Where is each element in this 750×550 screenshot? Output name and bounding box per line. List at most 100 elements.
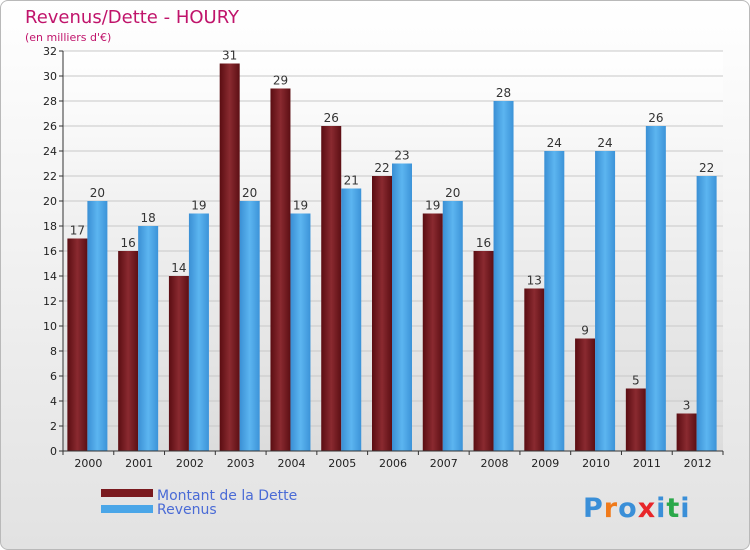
bar-debt: [67, 238, 88, 451]
y-tick-label: 16: [43, 245, 57, 258]
data-label: 20: [445, 186, 460, 200]
x-tick-label: 2009: [531, 457, 559, 470]
y-tick-label: 24: [43, 145, 57, 158]
data-label: 31: [222, 49, 237, 63]
bar-debt: [676, 413, 697, 451]
x-tick-label: 2002: [176, 457, 204, 470]
y-tick-label: 8: [50, 345, 57, 358]
bar-revenus: [239, 201, 260, 451]
x-tick-label: 2008: [481, 457, 509, 470]
data-label: 29: [273, 74, 288, 88]
x-tick-label: 2005: [328, 457, 356, 470]
legend-label-debt: Montant de la Dette: [157, 488, 297, 504]
bar-revenus: [645, 126, 666, 451]
bar-revenus: [290, 213, 311, 451]
x-tick-label: 2010: [582, 457, 610, 470]
data-label: 19: [425, 199, 440, 213]
data-label: 26: [648, 111, 663, 125]
y-tick-label: 6: [50, 370, 57, 383]
logo-letter: o: [618, 493, 638, 524]
y-tick-label: 12: [43, 295, 57, 308]
data-label: 16: [121, 236, 136, 250]
chart-title: Revenus/Dette - HOURY: [25, 7, 240, 28]
bar-debt: [168, 276, 189, 451]
data-label: 22: [374, 161, 389, 175]
bar-revenus: [544, 151, 565, 451]
y-tick-label: 22: [43, 170, 57, 183]
data-label: 21: [344, 174, 359, 188]
data-label: 24: [597, 136, 612, 150]
data-label: 16: [476, 236, 491, 250]
y-tick-label: 32: [43, 45, 57, 58]
y-tick-label: 18: [43, 220, 57, 233]
bar-debt: [118, 251, 139, 451]
data-label: 3: [683, 399, 691, 413]
y-tick-label: 28: [43, 95, 57, 108]
bar-revenus: [341, 188, 362, 451]
y-tick-label: 14: [43, 270, 57, 283]
y-tick-label: 2: [50, 420, 57, 433]
bar-debt: [524, 288, 545, 451]
legend: Montant de la Dette Revenus: [101, 488, 297, 518]
legend-swatch-debt: [101, 489, 153, 497]
bar-revenus: [696, 176, 717, 451]
data-label: 19: [293, 199, 308, 213]
x-tick-label: 2000: [74, 457, 102, 470]
data-label: 13: [527, 274, 542, 288]
logo-letter: x: [638, 493, 656, 524]
data-label: 28: [496, 86, 511, 100]
x-tick-label: 2012: [684, 457, 712, 470]
data-label: 14: [171, 261, 186, 275]
x-tick-label: 2003: [227, 457, 255, 470]
bar-debt: [422, 213, 443, 451]
bar-revenus: [493, 101, 514, 451]
logo-letter: r: [604, 493, 618, 524]
bars-layer: 17 20 16 18 14 19 31 20 29 19 26 21 22 23 19 20 16 28 13 24…: [67, 49, 717, 451]
data-label: 24: [547, 136, 562, 150]
logo-letter: t: [666, 493, 680, 524]
bar-revenus: [595, 151, 616, 451]
data-label: 23: [394, 149, 409, 163]
bar-revenus: [392, 163, 412, 451]
bar-revenus: [87, 201, 108, 451]
proxiti-logo: Proxiti: [583, 493, 691, 524]
y-tick-label: 30: [43, 70, 57, 83]
data-label: 26: [324, 111, 339, 125]
legend-swatch-revenus: [101, 505, 153, 513]
data-label: 9: [581, 324, 589, 338]
logo-letter: i: [656, 493, 666, 524]
x-tick-label: 2004: [277, 457, 305, 470]
y-tick-label: 4: [50, 395, 57, 408]
y-tick-label: 10: [43, 320, 57, 333]
logo-letter: i: [680, 493, 690, 524]
bar-debt: [625, 388, 646, 451]
bar-debt: [321, 126, 342, 451]
bar-revenus: [188, 213, 209, 451]
x-tick-label: 2011: [633, 457, 661, 470]
x-tick-label: 2001: [125, 457, 153, 470]
chart-subtitle: (en milliers d'€): [25, 31, 111, 44]
y-tick-label: 26: [43, 120, 57, 133]
data-label: 20: [90, 186, 105, 200]
bar-debt: [575, 338, 596, 451]
bar-debt: [473, 251, 494, 451]
data-label: 20: [242, 186, 257, 200]
legend-label-revenus: Revenus: [157, 502, 217, 518]
data-label: 17: [70, 224, 85, 238]
data-label: 22: [699, 161, 714, 175]
bar-debt: [219, 63, 240, 451]
bar-debt: [270, 88, 291, 451]
data-label: 5: [632, 374, 640, 388]
y-tick-label: 20: [43, 195, 57, 208]
x-tick-label: 2007: [430, 457, 458, 470]
logo-letter: P: [583, 493, 604, 524]
bar-debt: [372, 176, 392, 451]
data-label: 19: [191, 199, 206, 213]
y-tick-label: 0: [50, 445, 57, 458]
x-tick-label: 2006: [379, 457, 407, 470]
bar-revenus: [442, 201, 463, 451]
bar-revenus: [138, 226, 159, 451]
